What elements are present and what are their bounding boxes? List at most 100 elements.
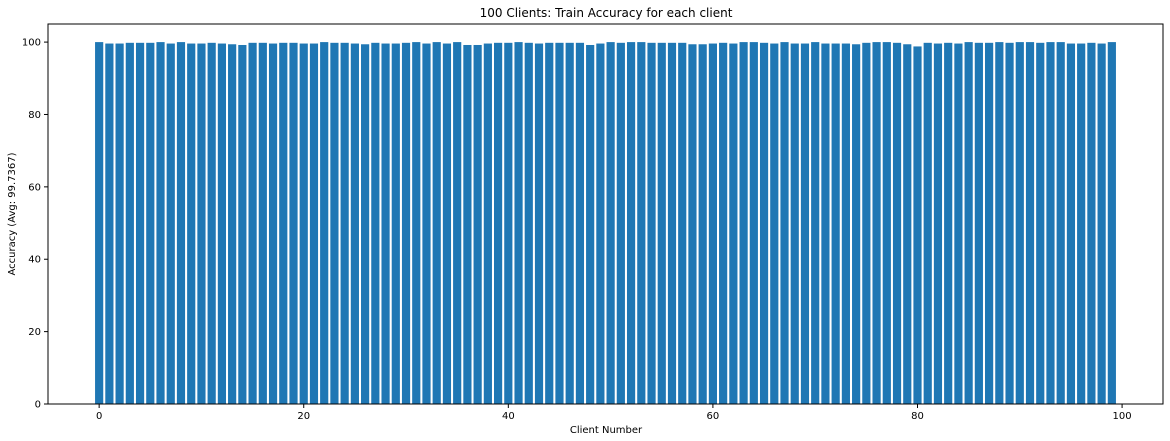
bar-client-39: [494, 42, 503, 405]
bar-client-49: [596, 43, 605, 405]
bar-client-38: [483, 43, 492, 405]
bar-client-2: [115, 43, 124, 405]
bar-client-23: [330, 42, 339, 405]
bar-client-5: [146, 42, 155, 405]
bar-client-15: [248, 42, 257, 405]
bar-client-4: [135, 42, 145, 405]
plot-area-frame: [47, 23, 1164, 405]
bar-client-89: [1005, 42, 1014, 405]
bars-group: [95, 42, 1116, 405]
bar-client-87: [985, 42, 994, 405]
bar-client-86: [974, 42, 983, 405]
bar-client-25: [350, 43, 359, 405]
bar-client-71: [821, 43, 830, 405]
bar-client-40: [504, 42, 513, 405]
y-axis-title: Accuracy (Avg: 99.7367): [7, 152, 18, 275]
bar-client-73: [841, 43, 850, 405]
bar-client-45: [555, 42, 564, 405]
bar-client-17: [268, 43, 278, 405]
x-tick-label: 100: [1113, 411, 1132, 422]
bar-client-61: [719, 42, 728, 405]
x-tick-label: 80: [911, 411, 924, 422]
bar-client-37: [473, 44, 482, 404]
bar-client-54: [647, 42, 656, 405]
bar-client-69: [800, 43, 810, 405]
bar-client-79: [903, 44, 912, 405]
bar-client-8: [176, 42, 186, 404]
bar-client-59: [698, 44, 707, 405]
bar-client-51: [616, 42, 625, 405]
bar-client-65: [759, 42, 769, 405]
bar-client-22: [320, 42, 329, 404]
bar-client-32: [422, 43, 431, 405]
x-tick-label: 60: [707, 411, 720, 422]
bar-client-34: [442, 43, 452, 405]
bar-client-94: [1056, 42, 1065, 404]
bar-client-98: [1097, 43, 1106, 405]
bar-client-97: [1087, 42, 1096, 405]
bar-client-74: [852, 44, 861, 405]
bar-client-3: [125, 42, 134, 405]
bar-client-80: [913, 46, 922, 404]
y-tick-label: 0: [35, 400, 41, 411]
bar-client-56: [667, 42, 677, 405]
bar-client-58: [688, 44, 697, 405]
bar-client-82: [933, 43, 943, 405]
bar-client-16: [258, 42, 267, 405]
x-tick-label: 0: [96, 411, 102, 422]
bar-client-31: [412, 42, 421, 404]
bar-client-67: [780, 42, 789, 404]
bar-client-33: [432, 42, 441, 404]
bar-client-20: [299, 43, 308, 405]
bar-client-99: [1107, 42, 1116, 404]
bar-client-18: [279, 42, 288, 405]
bar-client-84: [954, 43, 963, 405]
bar-client-50: [606, 42, 615, 404]
bar-client-13: [228, 44, 237, 405]
bar-client-12: [217, 43, 226, 405]
bar-client-91: [1025, 42, 1035, 404]
bar-client-64: [749, 42, 758, 404]
bar-client-41: [514, 42, 523, 404]
bar-client-1: [105, 43, 114, 405]
bar-client-27: [371, 42, 380, 405]
bar-client-78: [892, 42, 902, 405]
bar-client-95: [1066, 43, 1076, 405]
bar-client-63: [739, 42, 748, 404]
y-tick-label: 60: [28, 182, 41, 193]
bar-client-28: [381, 43, 390, 405]
bar-client-53: [637, 42, 646, 404]
bar-client-47: [575, 42, 585, 405]
bar-client-30: [401, 42, 411, 405]
bar-client-75: [862, 42, 871, 405]
bar-client-19: [289, 42, 298, 405]
y-tick-label: 20: [28, 327, 41, 338]
bar-client-7: [166, 43, 175, 405]
bar-client-9: [187, 43, 196, 405]
bar-client-36: [463, 44, 472, 404]
y-tick-label: 40: [28, 255, 41, 266]
bar-client-55: [657, 42, 666, 405]
bar-client-83: [944, 42, 953, 405]
bar-client-11: [207, 42, 216, 405]
bar-client-57: [678, 42, 687, 405]
bar-client-77: [882, 42, 891, 404]
bar-client-93: [1046, 42, 1055, 404]
bar-client-96: [1077, 43, 1086, 405]
bar-client-6: [156, 42, 165, 404]
y-tick-label: 100: [22, 38, 41, 49]
bar-client-60: [708, 43, 717, 405]
bar-client-14: [238, 44, 247, 404]
x-axis-title: Client Number: [570, 425, 643, 436]
bar-client-66: [770, 43, 779, 405]
bar-client-62: [729, 43, 738, 405]
bar-client-88: [995, 42, 1004, 404]
bar-client-10: [197, 43, 206, 405]
bar-client-42: [524, 42, 533, 405]
bar-client-68: [790, 43, 799, 405]
y-tick-label: 80: [28, 110, 41, 121]
bar-client-90: [1015, 42, 1024, 404]
bar-client-44: [545, 42, 554, 405]
bar-client-35: [453, 42, 462, 404]
